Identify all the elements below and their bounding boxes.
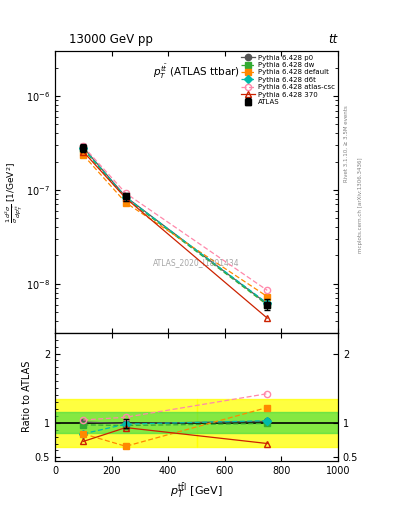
Pythia 6.428 370 xyxy=(123,195,128,201)
Pythia 6.428 370 xyxy=(81,148,86,155)
Line: Pythia 6.428 atlas-csc: Pythia 6.428 atlas-csc xyxy=(80,143,270,293)
Pythia 6.428 default xyxy=(123,200,128,206)
Bar xyxy=(196,398,338,447)
Pythia 6.428 dw xyxy=(123,195,128,201)
Pythia 6.428 d6t xyxy=(265,300,270,306)
Pythia 6.428 p0 xyxy=(265,301,270,307)
Text: $p_T^{t\bar{t}}$ (ATLAS ttbar): $p_T^{t\bar{t}}$ (ATLAS ttbar) xyxy=(153,62,240,81)
Legend: Pythia 6.428 p0, Pythia 6.428 dw, Pythia 6.428 default, Pythia 6.428 d6t, Pythia: Pythia 6.428 p0, Pythia 6.428 dw, Pythia… xyxy=(239,53,336,106)
Pythia 6.428 dw xyxy=(265,302,270,308)
Pythia 6.428 default xyxy=(265,293,270,300)
Y-axis label: Ratio to ATLAS: Ratio to ATLAS xyxy=(22,361,32,433)
Pythia 6.428 atlas-csc xyxy=(123,190,128,196)
Line: Pythia 6.428 d6t: Pythia 6.428 d6t xyxy=(81,145,270,306)
Y-axis label: $\frac{1}{\sigma}\frac{d^2\sigma}{dp_T^{t\bar{t}}}$ [1/GeV$^2$]: $\frac{1}{\sigma}\frac{d^2\sigma}{dp_T^{… xyxy=(4,161,25,223)
Pythia 6.428 atlas-csc xyxy=(265,287,270,293)
Pythia 6.428 d6t xyxy=(123,194,128,200)
Text: Rivet 3.1.10, ≥ 3.5M events: Rivet 3.1.10, ≥ 3.5M events xyxy=(344,105,349,182)
Text: mcplots.cern.ch [arXiv:1306.3436]: mcplots.cern.ch [arXiv:1306.3436] xyxy=(358,157,363,252)
Line: Pythia 6.428 default: Pythia 6.428 default xyxy=(80,152,270,300)
Pythia 6.428 370 xyxy=(265,315,270,321)
Line: Pythia 6.428 p0: Pythia 6.428 p0 xyxy=(80,144,270,307)
Pythia 6.428 dw xyxy=(81,146,86,152)
Pythia 6.428 d6t xyxy=(81,145,86,151)
X-axis label: $p^{\rm t\bar{t}l}_{T}$ [GeV]: $p^{\rm t\bar{t}l}_{T}$ [GeV] xyxy=(170,481,223,500)
Text: ATLAS_2020_I1801434: ATLAS_2020_I1801434 xyxy=(153,258,240,267)
Text: 13000 GeV pp: 13000 GeV pp xyxy=(69,33,153,46)
Text: tt: tt xyxy=(329,33,338,46)
Pythia 6.428 atlas-csc xyxy=(81,143,86,150)
Line: Pythia 6.428 370: Pythia 6.428 370 xyxy=(80,148,270,321)
Pythia 6.428 p0 xyxy=(81,144,86,151)
Line: Pythia 6.428 dw: Pythia 6.428 dw xyxy=(80,146,270,308)
Pythia 6.428 p0 xyxy=(123,194,128,200)
Bar xyxy=(55,398,196,447)
Pythia 6.428 default xyxy=(81,152,86,158)
Bar xyxy=(55,412,338,433)
